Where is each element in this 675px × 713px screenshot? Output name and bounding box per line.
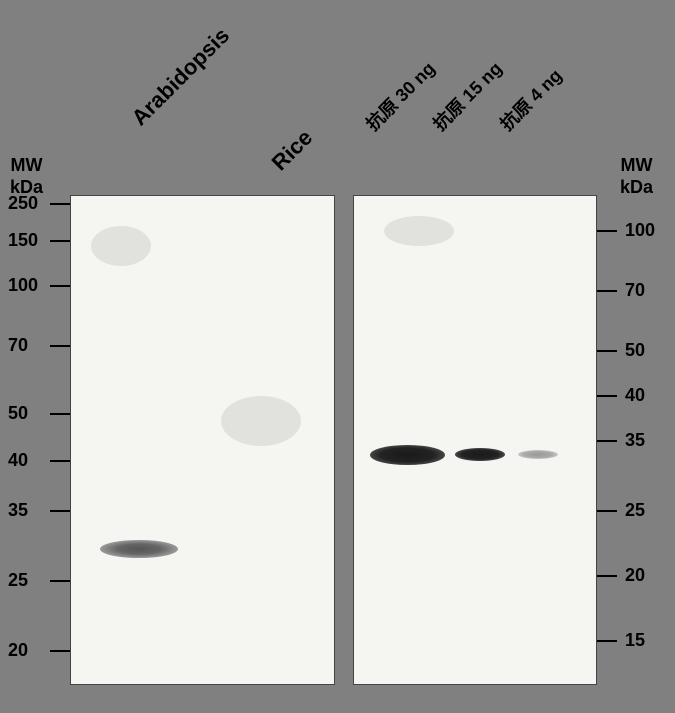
blot-left (70, 195, 335, 685)
axis-tick-label: 20 (8, 640, 28, 661)
mw-label-left: MW kDa (10, 155, 43, 198)
axis-tick (597, 575, 617, 577)
axis-tick (50, 203, 70, 205)
axis-tick-label: 35 (8, 500, 28, 521)
axis-tick-label: 70 (8, 335, 28, 356)
axis-tick (50, 240, 70, 242)
axis-tick-label: 250 (8, 193, 38, 214)
axis-tick (50, 345, 70, 347)
lane-label: Arabidopsis (127, 23, 235, 131)
axis-tick-label: 40 (8, 450, 28, 471)
lane-label: 抗原 15 ng (427, 55, 508, 136)
axis-tick-label: 100 (625, 220, 655, 241)
lane-label: 抗原 30 ng (360, 55, 441, 136)
axis-tick (597, 350, 617, 352)
axis-tick (50, 580, 70, 582)
band-antigen-15 (455, 448, 505, 461)
axis-tick (597, 230, 617, 232)
band-antigen-4 (518, 450, 558, 459)
lane-label: Rice (267, 125, 318, 176)
axis-tick (50, 413, 70, 415)
axis-tick (50, 650, 70, 652)
axis-tick (597, 640, 617, 642)
axis-tick-label: 50 (625, 340, 645, 361)
axis-tick (597, 395, 617, 397)
mw-label-right: MW kDa (620, 155, 653, 198)
axis-tick (597, 290, 617, 292)
axis-tick-label: 100 (8, 275, 38, 296)
axis-tick-label: 25 (625, 500, 645, 521)
mw-text: MW (621, 155, 653, 175)
axis-tick-label: 70 (625, 280, 645, 301)
axis-tick-label: 150 (8, 230, 38, 251)
axis-tick (50, 460, 70, 462)
mw-text: MW (11, 155, 43, 175)
axis-tick-label: 50 (8, 403, 28, 424)
band-arabidopsis (100, 540, 178, 558)
axis-tick-label: 15 (625, 630, 645, 651)
axis-tick (50, 285, 70, 287)
axis-tick-label: 40 (625, 385, 645, 406)
axis-tick-label: 35 (625, 430, 645, 451)
axis-tick (50, 510, 70, 512)
band-antigen-30 (370, 445, 445, 465)
blot-right (353, 195, 597, 685)
axis-tick (597, 510, 617, 512)
axis-tick-label: 25 (8, 570, 28, 591)
axis-tick-label: 20 (625, 565, 645, 586)
axis-tick (597, 440, 617, 442)
kda-text: kDa (620, 177, 653, 197)
